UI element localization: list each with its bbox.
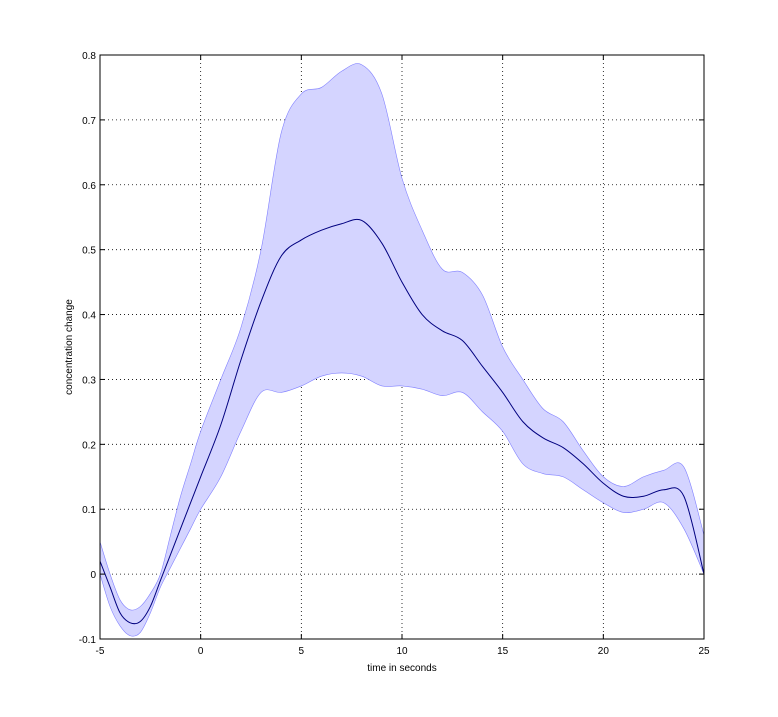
y-tick-label: 0.5 — [82, 246, 96, 257]
y-tick-label: 0.2 — [82, 440, 96, 451]
x-axis-label: time in seconds — [367, 663, 436, 674]
x-tick-label: 25 — [698, 646, 710, 657]
x-tick-label: 10 — [396, 646, 408, 657]
y-tick-label: 0 — [90, 570, 96, 581]
confidence-band — [99, 63, 705, 637]
x-tick-label: -5 — [96, 646, 105, 657]
y-tick-label: -0.1 — [79, 635, 97, 646]
y-tick-label: 0.4 — [82, 311, 96, 322]
x-tick-label: 5 — [299, 646, 305, 657]
y-tick-label: 0.3 — [82, 375, 96, 386]
x-tick-label: 20 — [598, 646, 610, 657]
y-axis-label: concentration change — [64, 299, 75, 395]
y-tick-label: 0.6 — [82, 181, 96, 192]
x-tick-label: 15 — [497, 646, 509, 657]
y-tick-label: 0.7 — [82, 116, 96, 127]
x-tick-label: 0 — [198, 646, 204, 657]
y-tick-label: 0.8 — [82, 51, 96, 62]
mean-line — [99, 218, 705, 625]
x-tick-labels: -5 0 5 10 15 20 25 — [96, 646, 710, 657]
tick-marks — [99, 54, 705, 640]
y-tick-labels: -0.1 0 0.1 0.2 0.3 0.4 0.5 0.6 0.7 0.8 — [79, 51, 97, 646]
y-tick-label: 0.1 — [82, 505, 96, 516]
